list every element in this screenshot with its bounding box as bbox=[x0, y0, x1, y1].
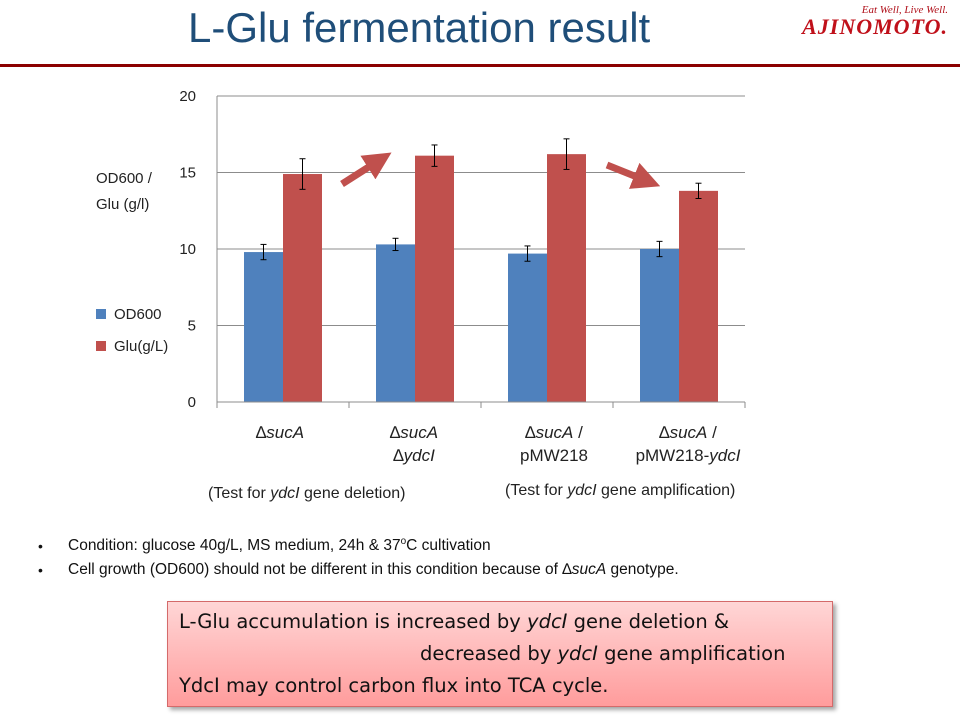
callout-text: L-Glu accumulation is increased by bbox=[179, 610, 528, 633]
callout-text: YdcI may control carbon flux into TCA cy… bbox=[179, 674, 609, 697]
note-gene: ydcI bbox=[567, 482, 597, 499]
gene-name: sucA bbox=[571, 561, 607, 578]
bar-glu bbox=[415, 155, 454, 402]
bullet-item-growth: • Cell growth (OD600) should not be diff… bbox=[38, 558, 679, 582]
logo-tagline: Eat Well, Live Well. bbox=[861, 4, 948, 16]
y-tick-label: 15 bbox=[179, 165, 196, 182]
category-suffix: / bbox=[573, 423, 583, 442]
callout-line-2: decreased by ydcI gene amplification bbox=[420, 642, 785, 665]
increase-arrow-icon bbox=[340, 152, 392, 187]
legend-item-glu: Glu(g/L) bbox=[96, 330, 168, 362]
legend-item-od600: OD600 bbox=[96, 298, 168, 330]
bullet-dot: • bbox=[38, 538, 43, 554]
callout-gene: ydcI bbox=[557, 642, 598, 665]
category-label-sucA: ∆sucA bbox=[210, 421, 350, 444]
y-axis-label-line1: OD600 / bbox=[96, 170, 152, 187]
callout-text: decreased by bbox=[420, 642, 558, 665]
y-tick-label: 20 bbox=[179, 88, 196, 105]
y-axis-label: OD600 / Glu (g/l) bbox=[96, 166, 152, 218]
callout-line-3: YdcI may control carbon flux into TCA cy… bbox=[179, 674, 608, 697]
bar-glu bbox=[547, 154, 586, 402]
legend-label-glu: Glu(g/L) bbox=[114, 337, 169, 355]
bullet-text-part: Condition: glucose 40g/L, MS medium, 24h… bbox=[68, 537, 401, 555]
bullet-text-part: Cell growth (OD600) should not be differ… bbox=[68, 561, 563, 578]
category-suffix: / bbox=[707, 423, 717, 442]
note-text: (Test for bbox=[505, 482, 568, 499]
category-delta: ∆ bbox=[255, 423, 267, 442]
chart-legend: OD600 Glu(g/L) bbox=[96, 298, 168, 362]
bullet-text: Cell growth (OD600) should not be differ… bbox=[68, 561, 679, 579]
bullet-item-condition: • Condition: glucose 40g/L, MS medium, 2… bbox=[38, 534, 679, 558]
category-delta: ∆ bbox=[393, 446, 404, 465]
category-gene: sucA bbox=[669, 423, 708, 442]
bullet-dot: • bbox=[38, 562, 43, 578]
brand-logo: Eat Well, Live Well. AJINOMOTO. bbox=[802, 4, 948, 40]
deletion-test-note: (Test for ydcI gene deletion) bbox=[208, 485, 405, 503]
y-tick-label: 10 bbox=[179, 241, 196, 258]
category-delta: ∆ bbox=[659, 423, 670, 442]
slide-title: L-Glu fermentation result bbox=[188, 4, 651, 51]
bar-od600 bbox=[244, 252, 283, 402]
callout-text: gene deletion & bbox=[567, 610, 730, 633]
title-divider bbox=[0, 64, 960, 67]
logo-wordmark: AJINOMOTO. bbox=[802, 14, 948, 39]
y-tick-label: 5 bbox=[188, 318, 196, 335]
note-text: gene amplification) bbox=[596, 482, 736, 499]
category-plasmid: pMW218 bbox=[519, 446, 589, 465]
bullet-text-part: genotype. bbox=[606, 561, 679, 578]
amplification-test-note: (Test for ydcI gene amplification) bbox=[505, 482, 735, 500]
y-axis-label-line2: Glu (g/l) bbox=[96, 196, 150, 213]
y-tick-label: 0 bbox=[188, 394, 196, 411]
note-text: gene deletion) bbox=[299, 485, 406, 502]
callout-text: gene amplification bbox=[597, 642, 786, 665]
category-gene: sucA bbox=[535, 423, 574, 442]
bar-glu bbox=[679, 190, 718, 402]
legend-label-od600: OD600 bbox=[114, 305, 162, 323]
category-gene: ydcI bbox=[403, 446, 435, 465]
bar-glu bbox=[283, 174, 322, 402]
note-gene: ydcI bbox=[270, 485, 300, 502]
category-plasmid: pMW218- bbox=[635, 446, 710, 465]
note-text: (Test for bbox=[208, 485, 271, 502]
category-label-sucA-ydcI: ∆sucA ∆ydcI bbox=[344, 421, 484, 467]
condition-bullets: • Condition: glucose 40g/L, MS medium, 2… bbox=[38, 534, 679, 582]
glu-fermentation-chart: 0 5 10 15 20 bbox=[179, 88, 746, 411]
bar-od600 bbox=[376, 244, 415, 402]
legend-swatch-od600 bbox=[96, 309, 106, 319]
conclusion-callout: L-Glu accumulation is increased by ydcI … bbox=[167, 601, 833, 707]
category-gene: sucA bbox=[266, 423, 305, 442]
category-label-sucA-pMW218-ydcI: ∆sucA / pMW218-ydcI bbox=[618, 421, 758, 467]
category-gene: ydcI bbox=[709, 446, 741, 465]
delta-symbol: ∆ bbox=[562, 561, 572, 578]
legend-swatch-glu bbox=[96, 341, 106, 351]
bar-od600 bbox=[640, 249, 679, 402]
callout-line-1: L-Glu accumulation is increased by ydcI … bbox=[179, 610, 729, 633]
superscript: o bbox=[400, 536, 407, 548]
bullet-text: Condition: glucose 40g/L, MS medium, 24h… bbox=[68, 536, 491, 555]
bullet-text-part: C cultivation bbox=[406, 537, 491, 555]
category-delta: ∆ bbox=[389, 423, 401, 442]
decrease-arrow-icon bbox=[605, 161, 661, 189]
callout-gene: ydcI bbox=[527, 610, 568, 633]
category-delta: ∆ bbox=[525, 423, 536, 442]
bar-od600 bbox=[508, 253, 547, 402]
category-gene: sucA bbox=[400, 423, 439, 442]
category-label-sucA-pMW218: ∆sucA / pMW218 bbox=[484, 421, 624, 467]
